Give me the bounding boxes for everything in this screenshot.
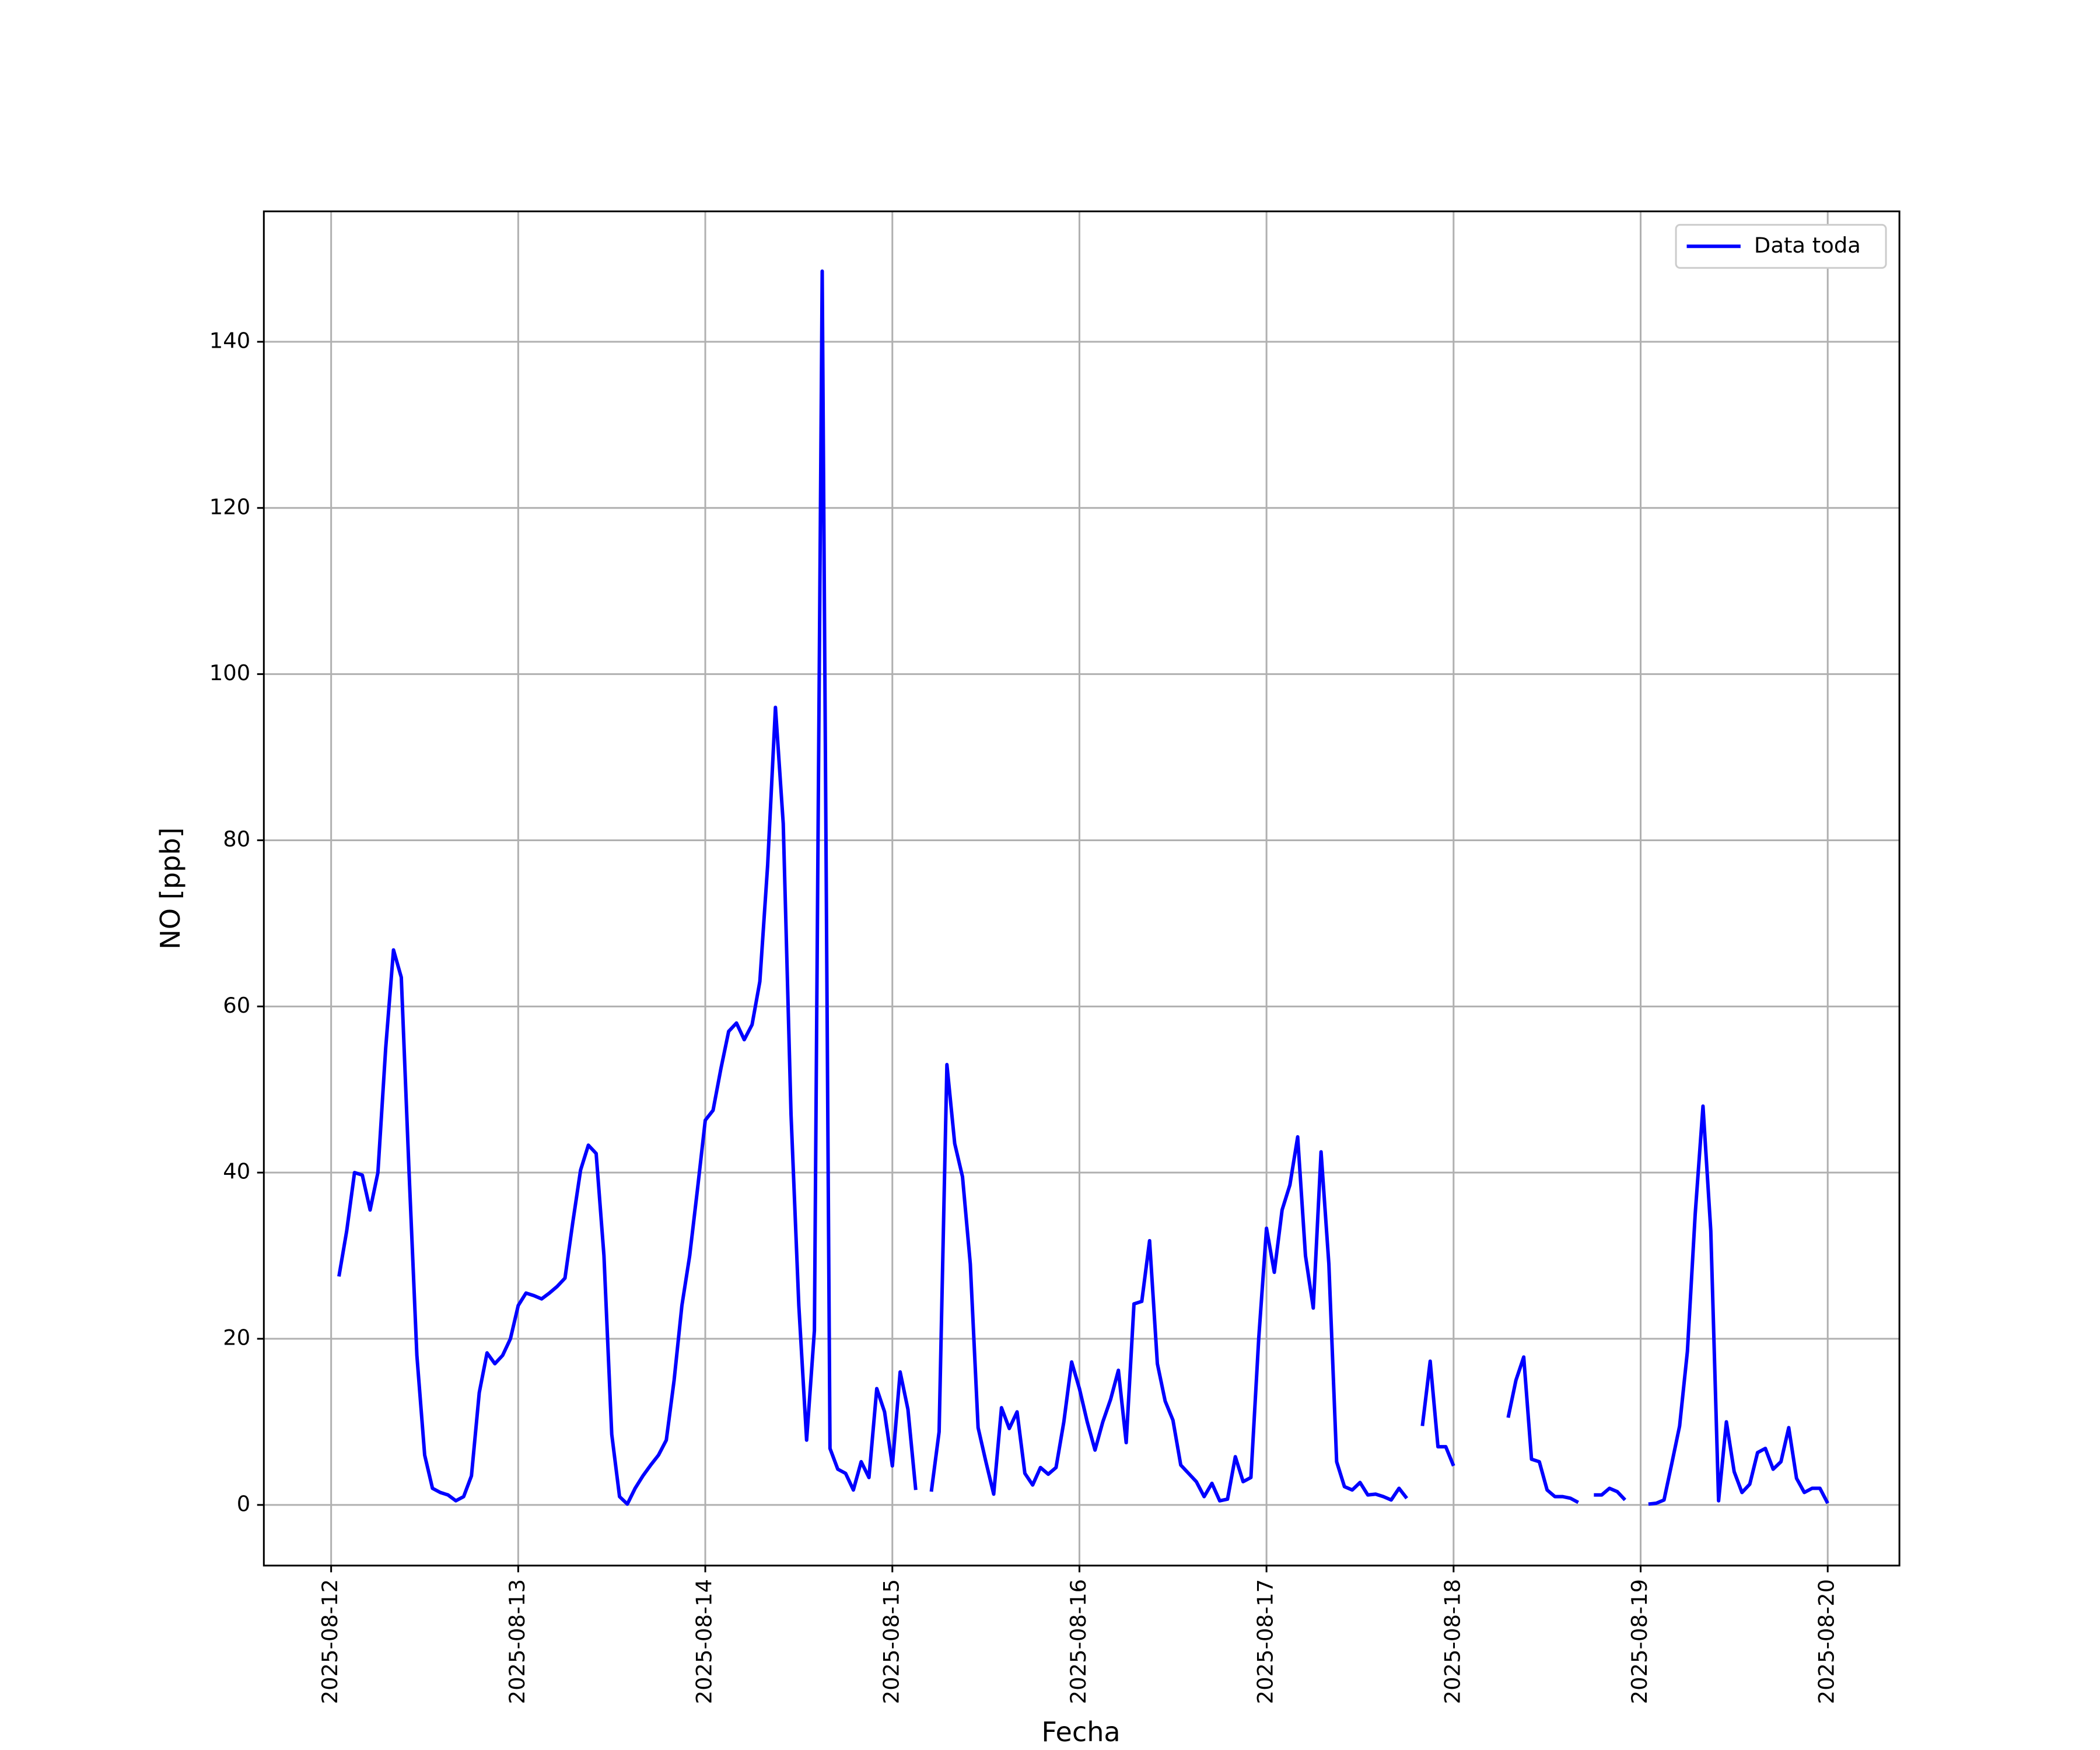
y-tick-label: 0: [237, 1491, 250, 1516]
y-tick-label: 80: [223, 827, 250, 852]
y-tick-label: 140: [209, 328, 250, 353]
plot-frame: [262, 210, 1901, 1567]
y-tick-label: 20: [223, 1325, 250, 1350]
data-line: [1420, 1359, 1455, 1467]
x-tick-label: 2025-08-20: [1814, 1579, 1839, 1704]
legend-box: [1675, 223, 1887, 269]
data-line: [1594, 1486, 1626, 1502]
x-tick-label: 2025-08-14: [692, 1579, 717, 1704]
data-line: [1648, 1104, 1829, 1506]
y-tick-label: 120: [209, 494, 250, 519]
x-tick-label: 2025-08-17: [1253, 1579, 1278, 1704]
data-line: [337, 269, 918, 1506]
data-line: [1506, 1355, 1580, 1504]
legend-label: Data toda: [1754, 233, 1861, 258]
y-tick-label: 60: [223, 993, 250, 1018]
x-axis-label: Fecha: [1041, 1716, 1120, 1748]
x-tick-label: 2025-08-16: [1066, 1579, 1091, 1704]
x-tick-label: 2025-08-15: [878, 1579, 904, 1704]
y-axis-label: NO [ppb]: [155, 827, 186, 949]
x-tick-label: 2025-08-19: [1627, 1579, 1652, 1704]
x-tick-label: 2025-08-13: [505, 1579, 530, 1704]
y-tick-label: 100: [209, 660, 250, 685]
y-tick-label: 40: [223, 1159, 250, 1184]
data-line: [929, 1063, 1409, 1503]
x-tick-label: 2025-08-18: [1440, 1579, 1465, 1704]
x-tick-label: 2025-08-12: [317, 1579, 342, 1704]
legend: Data toda: [1675, 223, 1887, 269]
